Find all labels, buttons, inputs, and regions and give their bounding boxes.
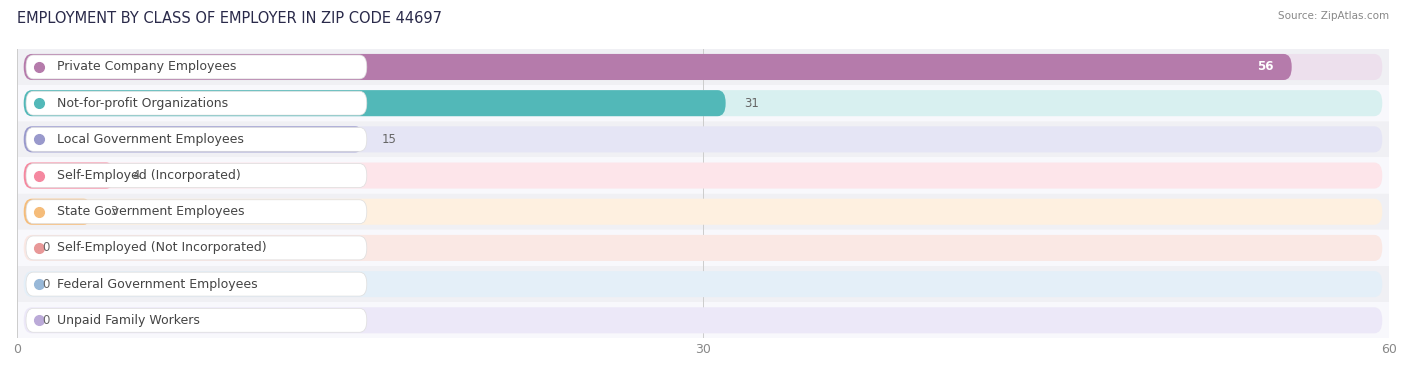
- FancyBboxPatch shape: [24, 126, 1382, 152]
- FancyBboxPatch shape: [24, 235, 1382, 261]
- Text: State Government Employees: State Government Employees: [56, 205, 245, 218]
- Text: 0: 0: [42, 241, 49, 255]
- Text: Self-Employed (Incorporated): Self-Employed (Incorporated): [56, 169, 240, 182]
- Text: 4: 4: [132, 169, 141, 182]
- Text: 15: 15: [381, 133, 396, 146]
- Text: EMPLOYMENT BY CLASS OF EMPLOYER IN ZIP CODE 44697: EMPLOYMENT BY CLASS OF EMPLOYER IN ZIP C…: [17, 11, 441, 26]
- FancyBboxPatch shape: [27, 164, 367, 188]
- Text: Federal Government Employees: Federal Government Employees: [56, 277, 257, 291]
- FancyBboxPatch shape: [27, 236, 367, 260]
- FancyBboxPatch shape: [24, 162, 1382, 189]
- Text: 3: 3: [110, 205, 117, 218]
- Text: Source: ZipAtlas.com: Source: ZipAtlas.com: [1278, 11, 1389, 21]
- FancyBboxPatch shape: [17, 230, 1389, 266]
- FancyBboxPatch shape: [27, 200, 367, 224]
- FancyBboxPatch shape: [17, 49, 1389, 85]
- FancyBboxPatch shape: [17, 121, 1389, 158]
- FancyBboxPatch shape: [27, 127, 367, 151]
- Text: Unpaid Family Workers: Unpaid Family Workers: [56, 314, 200, 327]
- FancyBboxPatch shape: [24, 199, 1382, 225]
- Text: 0: 0: [42, 277, 49, 291]
- FancyBboxPatch shape: [24, 199, 91, 225]
- Text: Local Government Employees: Local Government Employees: [56, 133, 243, 146]
- FancyBboxPatch shape: [24, 54, 1292, 80]
- Text: Private Company Employees: Private Company Employees: [56, 61, 236, 73]
- Text: 56: 56: [1257, 61, 1274, 73]
- FancyBboxPatch shape: [27, 272, 367, 296]
- FancyBboxPatch shape: [24, 54, 1382, 80]
- FancyBboxPatch shape: [17, 194, 1389, 230]
- Text: 31: 31: [744, 97, 759, 110]
- Text: 0: 0: [42, 314, 49, 327]
- FancyBboxPatch shape: [24, 90, 725, 116]
- FancyBboxPatch shape: [17, 158, 1389, 194]
- FancyBboxPatch shape: [27, 55, 367, 79]
- FancyBboxPatch shape: [24, 90, 1382, 116]
- FancyBboxPatch shape: [17, 85, 1389, 121]
- FancyBboxPatch shape: [27, 91, 367, 115]
- Text: Self-Employed (Not Incorporated): Self-Employed (Not Incorporated): [56, 241, 267, 255]
- FancyBboxPatch shape: [27, 308, 367, 332]
- FancyBboxPatch shape: [24, 126, 363, 152]
- FancyBboxPatch shape: [24, 307, 1382, 334]
- FancyBboxPatch shape: [24, 271, 1382, 297]
- FancyBboxPatch shape: [24, 162, 114, 189]
- FancyBboxPatch shape: [17, 266, 1389, 302]
- FancyBboxPatch shape: [17, 302, 1389, 338]
- Text: Not-for-profit Organizations: Not-for-profit Organizations: [56, 97, 228, 110]
